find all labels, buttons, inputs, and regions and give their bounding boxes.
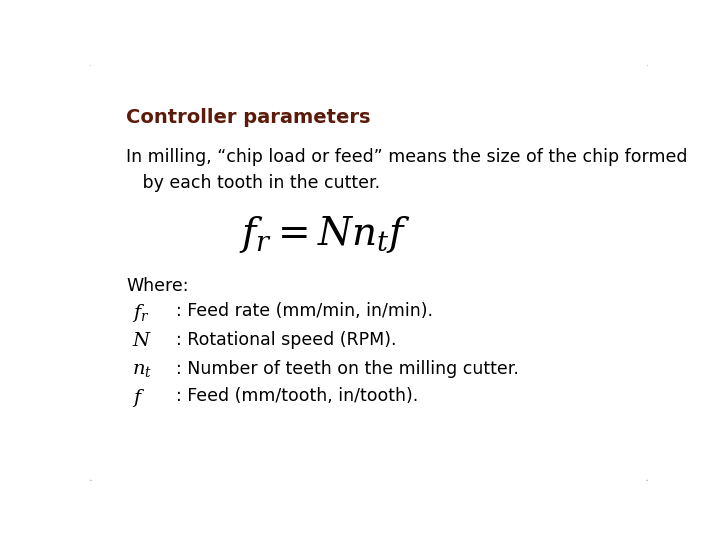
Text: Where:: Where: [126, 277, 189, 295]
Text: $f_{r} = Nn_{t}f$: $f_{r} = Nn_{t}f$ [239, 214, 410, 255]
Text: by each tooth in the cutter.: by each tooth in the cutter. [126, 174, 380, 192]
Text: : Feed rate (mm/min, in/min).: : Feed rate (mm/min, in/min). [176, 302, 433, 320]
FancyBboxPatch shape [87, 63, 651, 483]
Text: $f_{r}$: $f_{r}$ [132, 302, 150, 324]
Text: In milling, “chip load or feed” means the size of the chip formed: In milling, “chip load or feed” means th… [126, 148, 688, 166]
Text: : Rotational speed (RPM).: : Rotational speed (RPM). [176, 331, 397, 349]
Text: $N$: $N$ [132, 331, 152, 350]
Text: Controller parameters: Controller parameters [126, 109, 371, 127]
Text: : Feed (mm/tooth, in/tooth).: : Feed (mm/tooth, in/tooth). [176, 387, 419, 405]
Text: $n_{t}$: $n_{t}$ [132, 360, 152, 379]
Text: $f$: $f$ [132, 387, 145, 409]
Text: : Number of teeth on the milling cutter.: : Number of teeth on the milling cutter. [176, 360, 519, 378]
